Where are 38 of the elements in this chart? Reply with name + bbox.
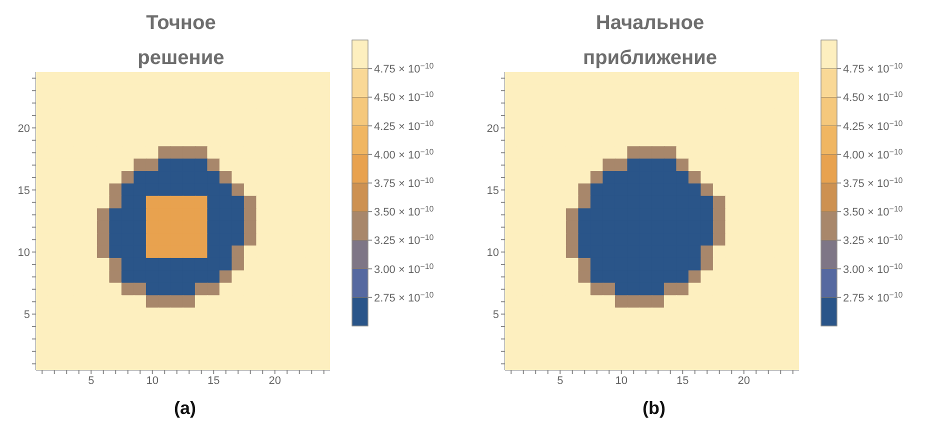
color-bar-label: 3.75 × 10$^{−10}$ [374,176,434,190]
chart-title: Начальное приближение [582,11,718,71]
color-bar-label: 3.25 × 10$^{−10}$ [374,232,434,248]
color-bar-label: 4.50 × 10$^{−10}$ [374,90,434,104]
chart-title: Точное решение [136,11,226,71]
color-bar-label: 4.00 × 10$^{−10}$ [374,146,434,162]
x-tick-label: 10 [146,374,158,387]
y-tick-label: 5 [24,309,30,322]
color-bar-label: 3.00 × 10$^{−10}$ [843,261,904,276]
color-bar-label: 3.50 × 10$^{−10}$ [843,204,904,219]
color-bar-label: 2.75 × 10$^{−10}$ [374,290,434,304]
y-tick-label: 10 [486,246,499,259]
x-tick-label: 20 [738,374,750,387]
x-tick-label: 20 [268,374,281,387]
color-bar-label: 4.75 × 10$^{−10}$ [374,61,434,76]
color-bar-label: 3.50 × 10$^{−10}$ [374,204,434,219]
color-bar-label: 4.25 × 10$^{−10}$ [843,118,904,133]
color-bar-label: 3.00 × 10$^{−10}$ [374,261,434,276]
color-bar-label: 4.25 × 10$^{−10}$ [374,118,434,133]
y-tick-label: 15 [486,184,499,197]
color-bar-label: 3.75 × 10$^{−10}$ [843,176,904,190]
color-bar-label: 4.50 × 10$^{−10}$ [843,90,904,104]
x-tick-label: 5 [557,374,564,387]
y-tick-label: 10 [18,246,30,259]
y-tick-label: 5 [492,309,499,322]
color-bar-label: 3.25 × 10$^{−10}$ [843,232,904,248]
color-bar-label: 4.00 × 10$^{−10}$ [843,146,904,162]
text: (b) [642,398,666,419]
y-tick-label: 20 [486,122,499,135]
x-tick-label: 15 [208,374,220,387]
color-bar-label: 4.75 × 10$^{−10}$ [843,61,904,76]
y-tick-label: 15 [18,184,30,197]
text: (a) [173,398,197,419]
x-tick-label: 5 [88,374,94,387]
x-tick-label: 10 [615,374,628,387]
color-bar-label: 2.75 × 10$^{−10}$ [843,290,904,304]
x-tick-label: 15 [676,374,689,387]
y-tick-label: 20 [18,122,30,135]
